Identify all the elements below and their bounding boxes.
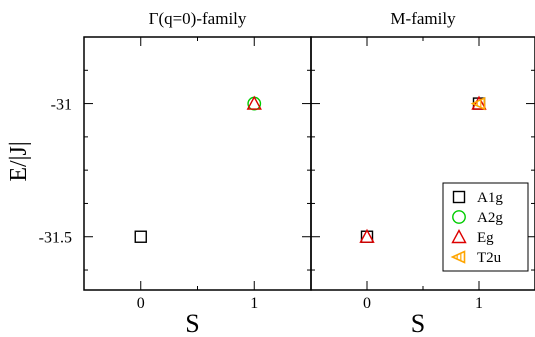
point-t2u [470,96,486,111]
point-eg [359,228,375,243]
point-t2u-outline [470,96,486,111]
x-axis-label-2: S [411,309,425,337]
x-tick-label: 0 [363,295,371,312]
point-a2g [247,96,262,111]
y-axis-label: E/|J| [6,141,32,181]
point-eg [246,95,262,110]
legend-label-eg: Eg [477,230,494,246]
legend-label-a1g: A1g [477,190,503,206]
y-tick-label: -31 [51,97,72,114]
legend-marker-t2u [450,250,466,264]
panel-frame-1 [83,36,312,291]
x-tick-label: 1 [250,295,258,312]
legend-label-t2u: T2u [477,250,502,266]
point-a1g [134,230,147,243]
legend-label-a2g: A2g [477,210,503,226]
y-tick-label: -31.5 [39,230,72,247]
legend-marker-eg [451,229,467,244]
legend-marker-a1g [452,190,466,204]
panel-title-2: M-family [390,9,456,28]
panel-title-1: Γ(q=0)-family [149,9,247,28]
x-tick-label: 0 [137,295,145,312]
x-axis-label-1: S [185,309,199,337]
point-eg [471,95,487,110]
legend: A1g A2g Eg T2u [442,182,529,272]
x-tick-label: 1 [475,295,483,312]
legend-marker-t2u-outline [450,250,466,264]
legend-marker-a2g [452,210,466,224]
